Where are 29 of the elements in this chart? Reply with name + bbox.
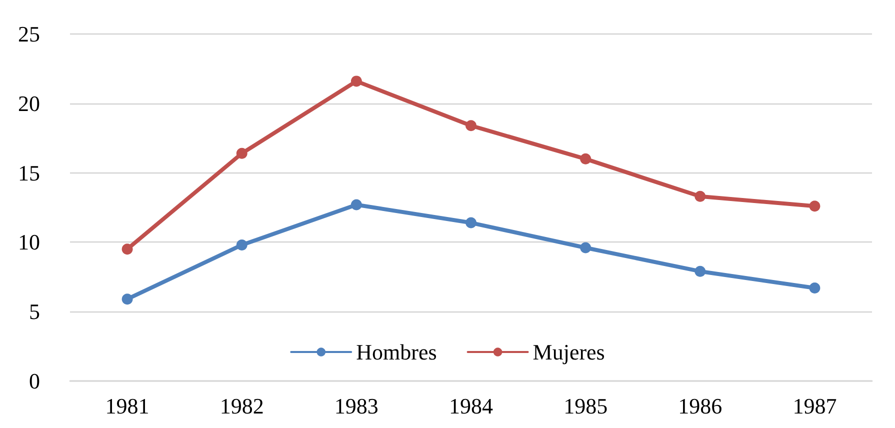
legend-label: Hombres [356, 340, 437, 364]
point [122, 294, 133, 305]
point [694, 266, 706, 277]
point [466, 120, 476, 132]
y-tick-label: 0 [29, 368, 40, 394]
point [350, 199, 362, 210]
point [350, 76, 362, 87]
point [580, 242, 592, 254]
point [809, 282, 820, 294]
y-tick-label: 15 [18, 160, 40, 186]
y-tick-label: 5 [29, 299, 40, 324]
y-tick-label: 25 [18, 22, 40, 46]
point [236, 148, 248, 159]
point [809, 200, 820, 212]
y-tick-label: 20 [18, 90, 40, 116]
x-tick-label: 1985 [564, 394, 608, 418]
y-tick-label: 10 [18, 230, 40, 255]
x-tick-label: 1986 [678, 394, 722, 418]
point [466, 217, 476, 228]
point [694, 190, 706, 202]
point [236, 239, 248, 250]
x-tick-label: 1983 [334, 394, 378, 418]
x-tick-label: 1984 [449, 394, 493, 418]
point [580, 153, 592, 164]
legend-label: Mujeres [532, 340, 605, 364]
x-tick-label: 1981 [105, 394, 150, 418]
point [122, 244, 133, 255]
x-tick-label: 1987 [792, 394, 837, 418]
x-tick-label: 1982 [220, 394, 264, 418]
